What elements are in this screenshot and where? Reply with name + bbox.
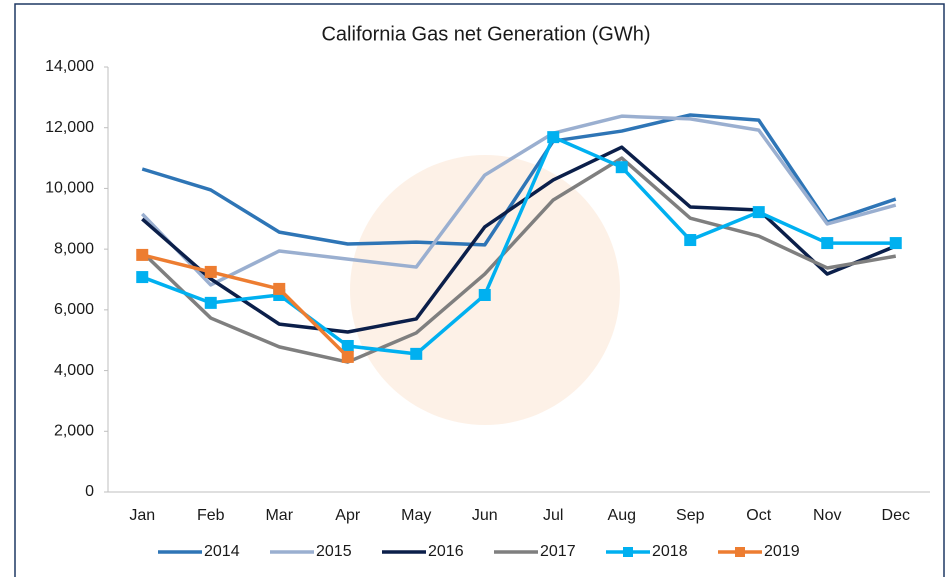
y-tick-label: 14,000 [45, 58, 94, 75]
y-tick-label: 10,000 [45, 180, 94, 197]
y-tick-label: 0 [85, 483, 94, 500]
legend-label: 2019 [764, 543, 800, 560]
legend-label: 2018 [652, 543, 688, 560]
legend-label: 2015 [316, 543, 352, 560]
chart-title: California Gas net Generation (GWh) [321, 23, 650, 45]
x-tick-label: Nov [813, 507, 841, 524]
data-point [890, 237, 902, 249]
x-tick-label: Jul [543, 507, 563, 524]
x-tick-label: Oct [746, 507, 771, 524]
x-tick-label: Jun [472, 507, 498, 524]
x-tick-label: Mar [265, 507, 293, 524]
y-tick-label: 4,000 [54, 362, 94, 379]
data-point [547, 131, 559, 143]
y-tick-label: 12,000 [45, 119, 94, 136]
legend-label: 2017 [540, 543, 576, 560]
data-point [616, 161, 628, 173]
y-tick-label: 2,000 [54, 423, 94, 440]
chart: California Gas net Generation (GWh) 0 2,0… [0, 0, 949, 577]
data-point [205, 266, 217, 278]
data-point [753, 206, 765, 218]
data-point [136, 271, 148, 283]
data-point [205, 297, 217, 309]
data-point [136, 249, 148, 261]
x-tick-label: Dec [882, 507, 910, 524]
legend-marker [735, 547, 745, 557]
data-point [342, 351, 354, 363]
x-tick-label: Feb [197, 507, 225, 524]
y-tick-label: 6,000 [54, 301, 94, 318]
data-point [821, 237, 833, 249]
x-tick-label: May [401, 507, 431, 524]
data-point [342, 340, 354, 352]
data-point [410, 348, 422, 360]
x-tick-label: Jan [129, 507, 155, 524]
x-tick-label: Apr [335, 507, 361, 524]
legend-marker [623, 547, 633, 557]
data-point [684, 234, 696, 246]
x-tick-label: Aug [608, 507, 636, 524]
legend-label: 2014 [204, 543, 240, 560]
data-point [273, 283, 285, 295]
data-point [479, 289, 491, 301]
y-tick-label: 8,000 [54, 240, 94, 257]
x-tick-label: Sep [676, 507, 705, 524]
legend-label: 2016 [428, 543, 464, 560]
